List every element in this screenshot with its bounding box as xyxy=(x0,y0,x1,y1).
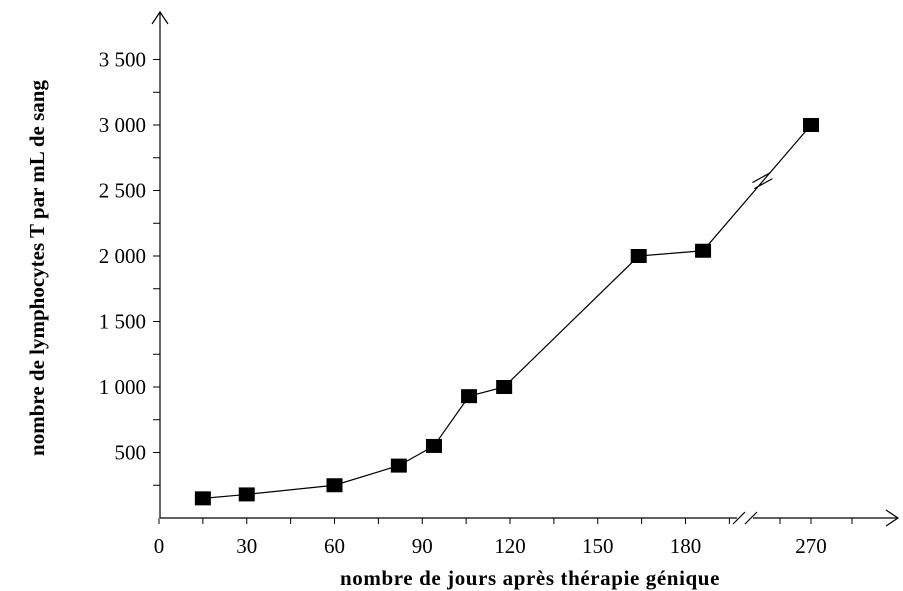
line-break-mark xyxy=(754,178,773,190)
x-tick-label: 30 xyxy=(236,534,257,558)
y-tick-label: 3 000 xyxy=(99,113,146,137)
series-line xyxy=(202,124,812,499)
x-tick-label: 90 xyxy=(412,534,433,558)
x-axis-arrow xyxy=(885,509,900,527)
y-tick-label: 2 000 xyxy=(99,244,146,268)
data-point xyxy=(326,478,343,493)
y-tick-label: 3 500 xyxy=(99,48,146,72)
x-tick-label: 120 xyxy=(494,534,526,558)
x-tick-label: 180 xyxy=(670,534,702,558)
data-point xyxy=(238,487,255,502)
x-tick-label: 150 xyxy=(582,534,614,558)
x-axis-break-mark xyxy=(732,511,746,525)
y-axis-arrow xyxy=(151,10,169,25)
y-tick-label: 1 000 xyxy=(99,375,146,399)
y-axis-ticks: 500 1 000 1 500 2 000 2 500 3 000 3 500 xyxy=(99,48,160,486)
x-axis-ticks: 0 30 60 90 120 150 180 270 xyxy=(154,518,853,558)
x-tick-label: 270 xyxy=(795,534,827,558)
y-tick-label: 500 xyxy=(115,441,147,465)
data-point xyxy=(425,438,442,453)
x-tick-label: 60 xyxy=(324,534,345,558)
axes xyxy=(151,10,900,527)
x-tick-label: 0 xyxy=(154,534,165,558)
data-series xyxy=(194,118,819,506)
data-point xyxy=(390,458,407,473)
data-point xyxy=(496,380,513,394)
y-tick-label: 1 500 xyxy=(99,310,146,334)
x-axis-break-mark xyxy=(744,511,758,525)
line-break-mark xyxy=(752,172,771,184)
data-point xyxy=(461,389,478,404)
y-tick-label: 2 500 xyxy=(99,179,146,203)
data-point xyxy=(194,491,211,506)
x-axis-title: nombre de jours après thérapie génique xyxy=(340,566,720,590)
data-point xyxy=(803,118,819,132)
data-point xyxy=(630,249,647,263)
data-point xyxy=(695,243,712,258)
y-axis-title: nombre de lymphocytes T par mL de sang xyxy=(25,80,49,456)
